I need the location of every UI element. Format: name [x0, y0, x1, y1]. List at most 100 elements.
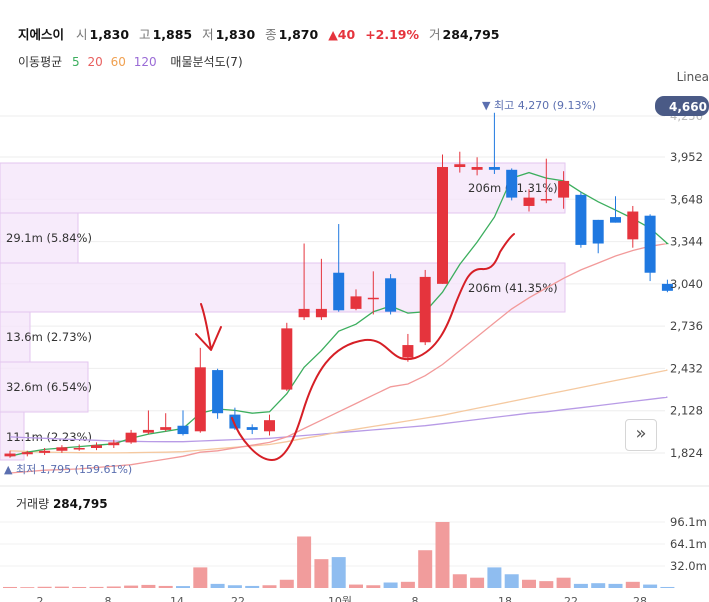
volume-bar [591, 583, 606, 588]
ma20-line [9, 242, 668, 474]
current-price-tag-bg [655, 96, 709, 116]
ma120-legend[interactable]: 120 [133, 55, 157, 69]
volume-profile-band [0, 411, 25, 461]
candle-body [73, 447, 85, 450]
volume-bar [297, 536, 312, 588]
price-tick-label: 3,648 [670, 192, 703, 206]
volume-bar [193, 567, 208, 588]
candle-body [4, 453, 16, 457]
ma20-legend[interactable]: 20 [87, 55, 103, 69]
volume-bar [660, 586, 675, 588]
volume-panel-title: 거래량 284,795 [16, 495, 108, 512]
volume-bar [556, 577, 571, 588]
candle-body [488, 167, 500, 170]
stock-name: 지에스이 [18, 27, 65, 42]
volume-bar [400, 581, 415, 588]
ma60-legend[interactable]: 60 [110, 55, 126, 69]
volume-profile-band [0, 212, 79, 264]
candle-body [281, 328, 293, 390]
annotation-arrow-head [195, 326, 222, 351]
low-value: 1,830 [215, 27, 256, 42]
scroll-right-button[interactable]: » [625, 419, 657, 451]
volume-label: 거 [429, 27, 441, 42]
ma60-line [9, 369, 668, 454]
candle-body [402, 345, 414, 358]
volume-profile: 206m (41.31%)29.1m (5.84%)206m (41.35%)1… [0, 162, 566, 461]
volume-bar [3, 586, 17, 588]
candle-body [264, 420, 275, 432]
volume-bar [158, 585, 173, 588]
volume-bar [72, 586, 87, 588]
volume-bar [210, 583, 225, 588]
date-axis: 2 8 14 22 10월 8 18 22 28 [37, 595, 648, 602]
volume-profile-label: 32.6m (6.54%) [6, 380, 92, 394]
candle-body [350, 296, 362, 309]
volume-panel: 96.1m 64.1m 32.0m [0, 485, 709, 588]
candle-body [333, 272, 345, 311]
moving-average-label[interactable]: 이동평균 [18, 55, 63, 69]
candle-body [160, 427, 172, 430]
volume-bar [54, 586, 69, 588]
candlesticks [4, 112, 673, 458]
open-label: 시 [76, 27, 88, 42]
volume-profile-band [0, 361, 89, 413]
volume-profile-band [0, 262, 566, 313]
candle-body [610, 217, 621, 223]
extreme-markers: ▼ 최고 4,270 (9.13%) ▲ 최저 1,795 (159.61%) [4, 99, 596, 476]
candle-body [108, 442, 120, 446]
price-tick-label: 1,824 [670, 446, 703, 460]
volume-bar [176, 586, 190, 588]
volume-bar [314, 559, 329, 588]
candle-body [644, 215, 656, 273]
date-tick-label: 28 [633, 595, 647, 602]
volume-bar [487, 567, 502, 588]
volume-bar [573, 583, 588, 588]
volume-panel-label: 거래량 [16, 497, 50, 511]
ma5-legend[interactable]: 5 [72, 55, 80, 69]
candle-body [142, 429, 154, 433]
candle-body [21, 452, 33, 455]
candle-body [315, 308, 327, 318]
volume-bar [124, 585, 139, 588]
candle-body [298, 308, 310, 318]
date-tick-label: 8 [105, 595, 112, 602]
hand-drawn-annotation [195, 233, 515, 462]
price-tick-label: 3,344 [670, 235, 703, 249]
volume-bar [106, 586, 121, 588]
volume-bar [227, 585, 242, 588]
volume-bar [383, 582, 398, 588]
candle-body [454, 164, 466, 168]
current-price-tag: 4,660 [669, 100, 707, 114]
volume-bar [608, 583, 623, 588]
volume-profile-label: 11.1m (2.23%) [6, 430, 92, 444]
candle-body [540, 199, 552, 201]
candle-body [575, 194, 587, 245]
volume-bar [470, 577, 485, 588]
volume-bar [625, 581, 640, 588]
price-tick-label: 2,736 [670, 319, 703, 333]
min-price-marker: ▲ 최저 1,795 (159.61%) [4, 463, 132, 476]
price-tick-label: 3,040 [670, 277, 703, 291]
volume-bar [452, 574, 467, 588]
scale-mode-label[interactable]: Linea [676, 70, 709, 84]
volume-profile-band [0, 311, 31, 363]
candle-body [229, 414, 241, 429]
candle-body [212, 370, 224, 414]
candle-body [437, 167, 448, 284]
volume-bar [331, 557, 346, 588]
high-label: 고 [139, 27, 151, 42]
candle-body [419, 276, 431, 343]
low-label: 저 [202, 27, 214, 42]
volume-bar [279, 579, 294, 588]
close-label: 종 [265, 27, 277, 42]
volume-profile-label[interactable]: 매물분석도(7) [170, 55, 243, 69]
annotation-curve [231, 233, 515, 462]
volume-bar [643, 584, 658, 588]
volume-bar [504, 574, 519, 588]
volume-profile-label: 206m (41.35%) [468, 281, 558, 295]
candle-body [367, 297, 379, 300]
volume-value: 284,795 [442, 27, 500, 42]
volume-bar [366, 585, 381, 588]
open-value: 1,830 [89, 27, 130, 42]
